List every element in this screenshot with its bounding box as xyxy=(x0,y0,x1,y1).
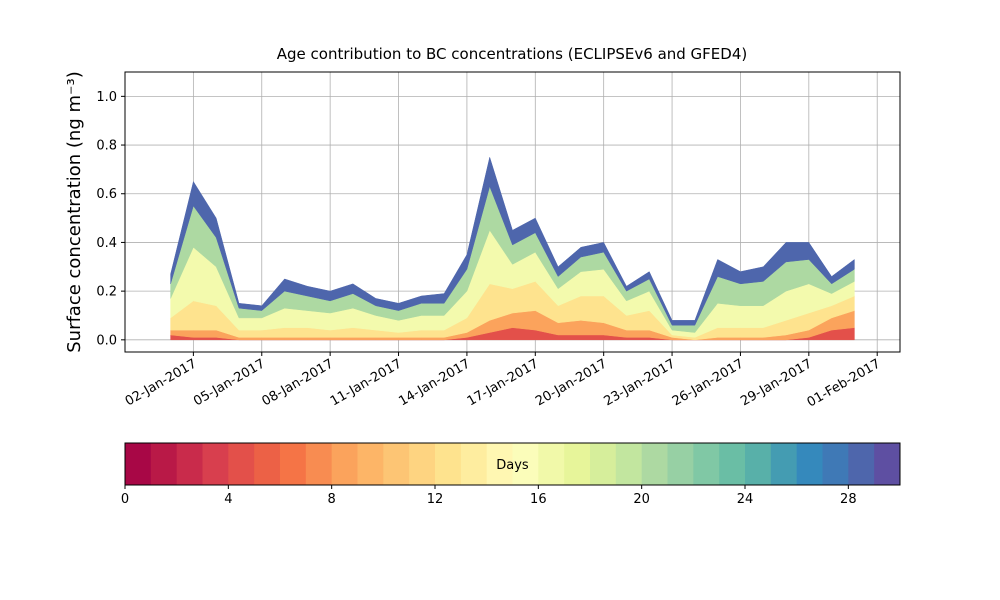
colorbar-swatch xyxy=(150,443,178,485)
colorbar-swatch xyxy=(254,443,281,485)
colorbar-tick-label: 12 xyxy=(427,492,444,507)
colorbar: Days 0 4 8 12 16 20 24 28 xyxy=(121,442,901,507)
y-tick-label: 0.2 xyxy=(96,285,117,300)
x-tick-label: 17-Jan-2017 xyxy=(465,356,542,409)
colorbar-tick-label: 24 xyxy=(737,492,754,507)
areas xyxy=(170,156,855,341)
y-tick-label: 0.0 xyxy=(96,333,117,348)
colorbar-swatch xyxy=(590,443,617,485)
colorbar-tick-label: 16 xyxy=(530,492,547,507)
colorbar-swatch xyxy=(125,443,152,485)
colorbar-swatch xyxy=(486,443,513,485)
colorbar-swatch xyxy=(228,443,255,485)
area-band xyxy=(170,156,855,326)
x-tick-label: 23-Jan-2017 xyxy=(601,356,678,409)
colorbar-swatch xyxy=(460,443,488,485)
colorbar-swatch xyxy=(538,443,565,485)
grid xyxy=(125,72,900,352)
colorbar-swatch xyxy=(202,443,229,485)
colorbar-swatch xyxy=(693,443,720,485)
chart-title: Age contribution to BC concentrations (E… xyxy=(277,45,748,63)
colorbar-swatch xyxy=(435,443,462,485)
x-tick-label: 11-Jan-2017 xyxy=(328,356,405,409)
y-tick-label: 1.0 xyxy=(96,90,117,105)
colorbar-tick-label: 4 xyxy=(224,492,232,507)
colorbar-swatch xyxy=(822,443,849,485)
x-tick-label: 02-Jan-2017 xyxy=(123,356,200,409)
colorbar-swatch xyxy=(383,443,410,485)
colorbar-swatch xyxy=(796,443,823,485)
colorbar-swatch xyxy=(331,443,358,485)
colorbar-swatch xyxy=(719,443,746,485)
colorbar-label: Days xyxy=(496,458,529,473)
y-tick-label: 0.4 xyxy=(96,236,117,251)
colorbar-swatch xyxy=(357,443,384,485)
x-tick-label: 20-Jan-2017 xyxy=(533,356,610,409)
y-tick-label: 0.8 xyxy=(96,139,117,154)
colorbar-swatch xyxy=(409,443,436,485)
colorbar-swatch xyxy=(305,443,333,485)
colorbar-tick-label: 8 xyxy=(328,492,336,507)
colorbar-swatch xyxy=(848,443,875,485)
colorbar-swatch xyxy=(564,443,591,485)
plot-frame xyxy=(124,71,901,353)
y-tick-label: 0.6 xyxy=(96,187,117,202)
x-tick-label: 08-Jan-2017 xyxy=(260,356,337,409)
x-tick-label: 05-Jan-2017 xyxy=(191,356,268,409)
x-tick-label: 29-Jan-2017 xyxy=(738,356,815,409)
colorbar-swatch xyxy=(280,443,307,485)
colorbar-swatch xyxy=(770,443,798,485)
x-tick-label: 01-Feb-2017 xyxy=(805,356,884,410)
colorbar-tick-label: 0 xyxy=(121,492,129,507)
colorbar-swatch xyxy=(176,443,203,485)
x-tick-label: 14-Jan-2017 xyxy=(396,356,473,409)
colorbar-tick-label: 20 xyxy=(633,492,650,507)
colorbar-swatch xyxy=(667,443,694,485)
colorbar-swatch xyxy=(641,443,668,485)
colorbar-tick-label: 28 xyxy=(840,492,857,507)
colorbar-swatch xyxy=(874,443,901,485)
colorbar-swatch xyxy=(615,443,643,485)
y-axis-label: Surface concentration (ng m⁻³) xyxy=(64,71,85,353)
x-tick-label: 26-Jan-2017 xyxy=(670,356,747,409)
colorbar-swatch xyxy=(512,443,539,485)
colorbar-frame xyxy=(124,442,901,486)
colorbar-swatch xyxy=(745,443,772,485)
